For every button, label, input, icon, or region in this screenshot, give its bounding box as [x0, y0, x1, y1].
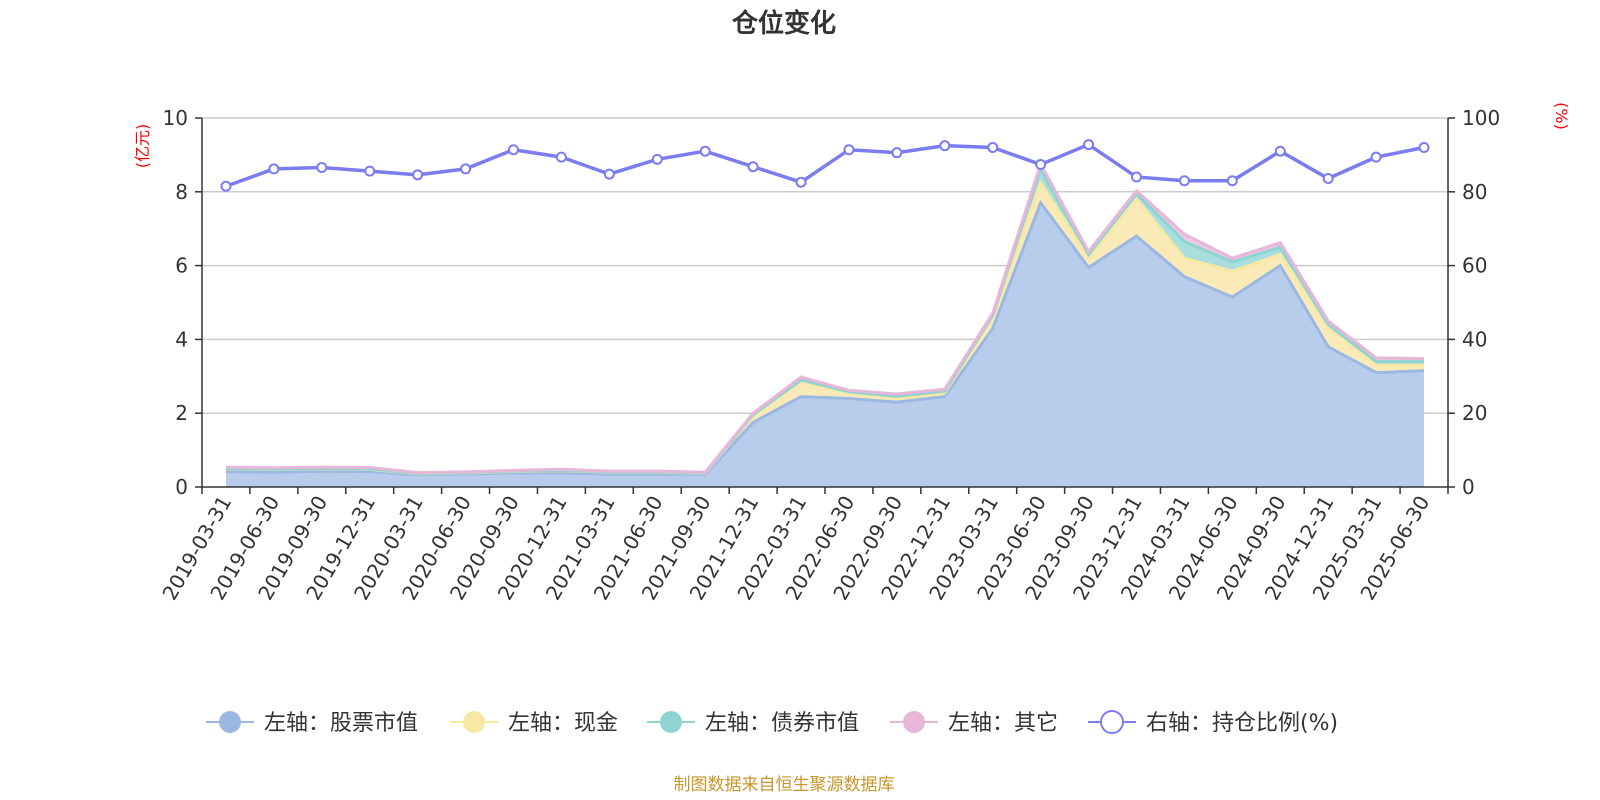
legend-label: 左轴：其它 [948, 711, 1058, 736]
ratio-line-path [225, 142, 1425, 188]
ratio-point [747, 161, 759, 173]
ratio-point [1035, 158, 1047, 170]
right-axis-tick-label: 20 [1462, 401, 1487, 425]
legend-marker [219, 711, 241, 733]
ratio-point [699, 145, 711, 157]
legend-label: 左轴：债券市值 [705, 711, 859, 736]
right-axis-tick-label: 80 [1462, 180, 1487, 204]
left-axis-tick-label: 0 [175, 475, 188, 499]
left-axis-tick-label: 4 [175, 327, 188, 351]
ratio-point [364, 165, 376, 177]
legend-label: 左轴：现金 [508, 711, 618, 736]
ratio-point [1418, 142, 1430, 154]
source-note: 制图数据来自恒生聚源数据库 [674, 775, 895, 795]
right-axis-tick-label: 0 [1462, 475, 1475, 499]
ratio-point [460, 163, 472, 175]
legend-item-stock-value: 左轴：股票市值 [206, 711, 418, 736]
ratio-point [1274, 145, 1286, 157]
ratio-point [220, 180, 232, 192]
ratio-point [1226, 175, 1238, 187]
legend-marker [1100, 710, 1124, 734]
stacked-areas [225, 160, 1425, 487]
ratio-point [1131, 171, 1142, 183]
legend-item-bond-value: 左轴：债券市值 [647, 711, 859, 736]
right-axis-tick-label: 60 [1462, 254, 1487, 278]
ratio-point [939, 140, 951, 152]
ratio-point [508, 144, 519, 156]
legend-marker [463, 711, 485, 733]
ratio-point [1370, 151, 1382, 163]
right-axis-tick-label: 100 [1462, 106, 1500, 130]
ratio-point [891, 147, 903, 159]
left-axis-tick-label: 2 [175, 401, 188, 425]
legend: 左轴：股票市值 左轴：现金 左轴：债券市值 左轴：其它 右轴：持仓比例(%) [206, 710, 1338, 736]
ratio-point [268, 163, 280, 175]
area-line-other [225, 160, 1425, 475]
legend-marker [660, 711, 682, 733]
right-axis-tick-label: 40 [1462, 327, 1487, 351]
ratio-point [1322, 173, 1334, 185]
legend-label: 右轴：持仓比例(%) [1146, 711, 1338, 736]
ratio-line [220, 139, 1430, 192]
ratio-point [412, 169, 424, 181]
ratio-point [316, 161, 328, 173]
left-axis-tick-label: 8 [175, 180, 188, 204]
ratio-point [795, 176, 807, 188]
ratio-point [651, 153, 663, 165]
left-axis-tick-label: 10 [163, 106, 188, 130]
ratio-point [1178, 175, 1190, 187]
legend-item-holding-ratio: 右轴：持仓比例(%) [1088, 710, 1338, 736]
legend-item-other: 左轴：其它 [890, 711, 1058, 736]
area-stock-value [225, 202, 1425, 487]
ratio-point [603, 168, 615, 180]
right-axis-unit: (%) [1552, 102, 1571, 130]
legend-marker [903, 711, 925, 733]
ratio-point [1083, 139, 1095, 151]
legend-label: 左轴：股票市值 [264, 711, 418, 736]
ratio-point [987, 142, 999, 154]
left-axis-tick-label: 6 [175, 254, 188, 278]
left-axis-unit: (亿元) [133, 124, 152, 169]
legend-item-cash: 左轴：现金 [450, 711, 618, 736]
ratio-point [555, 151, 567, 163]
chart-title: 仓位变化 [731, 8, 836, 39]
ratio-point [843, 144, 855, 156]
